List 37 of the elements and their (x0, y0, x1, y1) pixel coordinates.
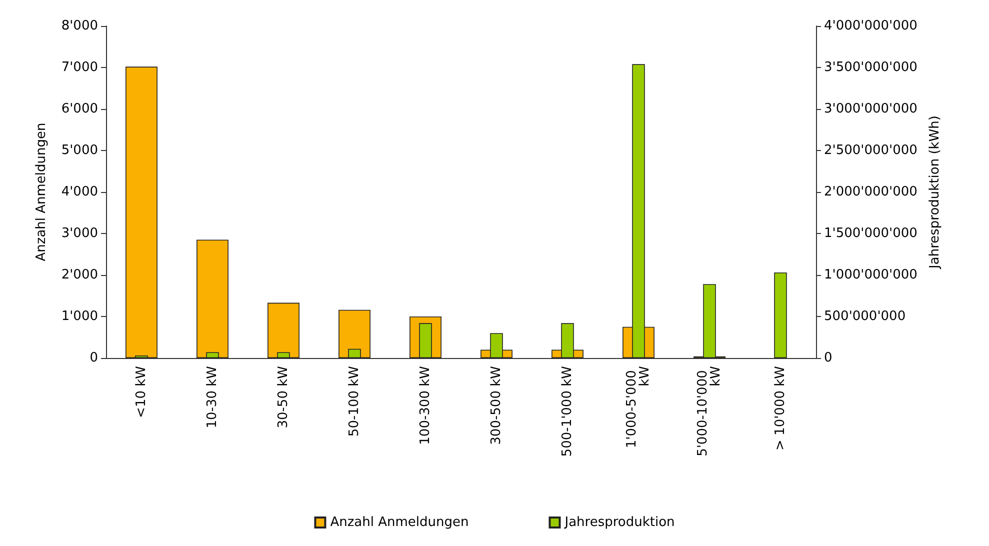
x-tick-label: <10 kW (134, 366, 149, 418)
y-tick-label: 8'000 (61, 18, 98, 34)
bar (338, 310, 370, 358)
y2-tick-label: 1'000'000'000 (824, 268, 918, 282)
x-tick-label: 10-30 kW (205, 366, 220, 428)
x-tick-label: 30-50 kW (276, 366, 291, 428)
y-tick-label: 4'000 (61, 184, 98, 200)
x-tick-label: 500-1'000 kW (560, 366, 575, 457)
y-tick-label: 2'000 (61, 268, 98, 282)
bar (196, 240, 228, 358)
x-tick-label: 50-100 kW (347, 366, 362, 437)
y2-tick-label: 2'500'000'000 (824, 143, 918, 158)
bar (268, 302, 300, 358)
legend-label: Anzahl Anmeldungen (330, 515, 469, 530)
y2-tick-label: 1'500'000'000 (824, 226, 918, 241)
x-tick-label: 100-300 kW (418, 366, 433, 445)
y2-tick-label: 0 (824, 350, 832, 366)
legend-label: Jahresproduktion (564, 515, 675, 530)
y2-tick-label: 4'000'000'000 (824, 18, 918, 34)
bar (126, 66, 158, 358)
y-tick-label: 7'000 (61, 60, 98, 75)
y-tick-label: 3'000 (61, 226, 98, 241)
y-tick-label: 1'000 (61, 309, 98, 324)
x-tick-label: 5'000-10'000 kW (696, 366, 724, 456)
x-tick-label: 300-500 kW (489, 366, 504, 445)
y-axis-title: Anzahl Anmeldungen (34, 122, 49, 262)
y2-tick-label: 500'000'000 (824, 309, 906, 324)
bar (774, 272, 787, 358)
y2-axis-title: Jahresproduktion (kWh) (927, 116, 942, 270)
y-tick-label: 5'000 (61, 143, 98, 158)
x-tick-label: 1'000-5'000 kW (624, 366, 652, 448)
y-tick-label: 0 (90, 350, 98, 366)
y-tick-label: 6'000 (61, 102, 98, 116)
y2-tick-label: 3'500'000'000 (824, 60, 918, 75)
y2-tick-label: 3'000'000'000 (824, 102, 918, 116)
y2-tick-label: 2'000'000'000 (824, 184, 918, 200)
x-tick-label: > 10'000 kW (773, 366, 788, 450)
